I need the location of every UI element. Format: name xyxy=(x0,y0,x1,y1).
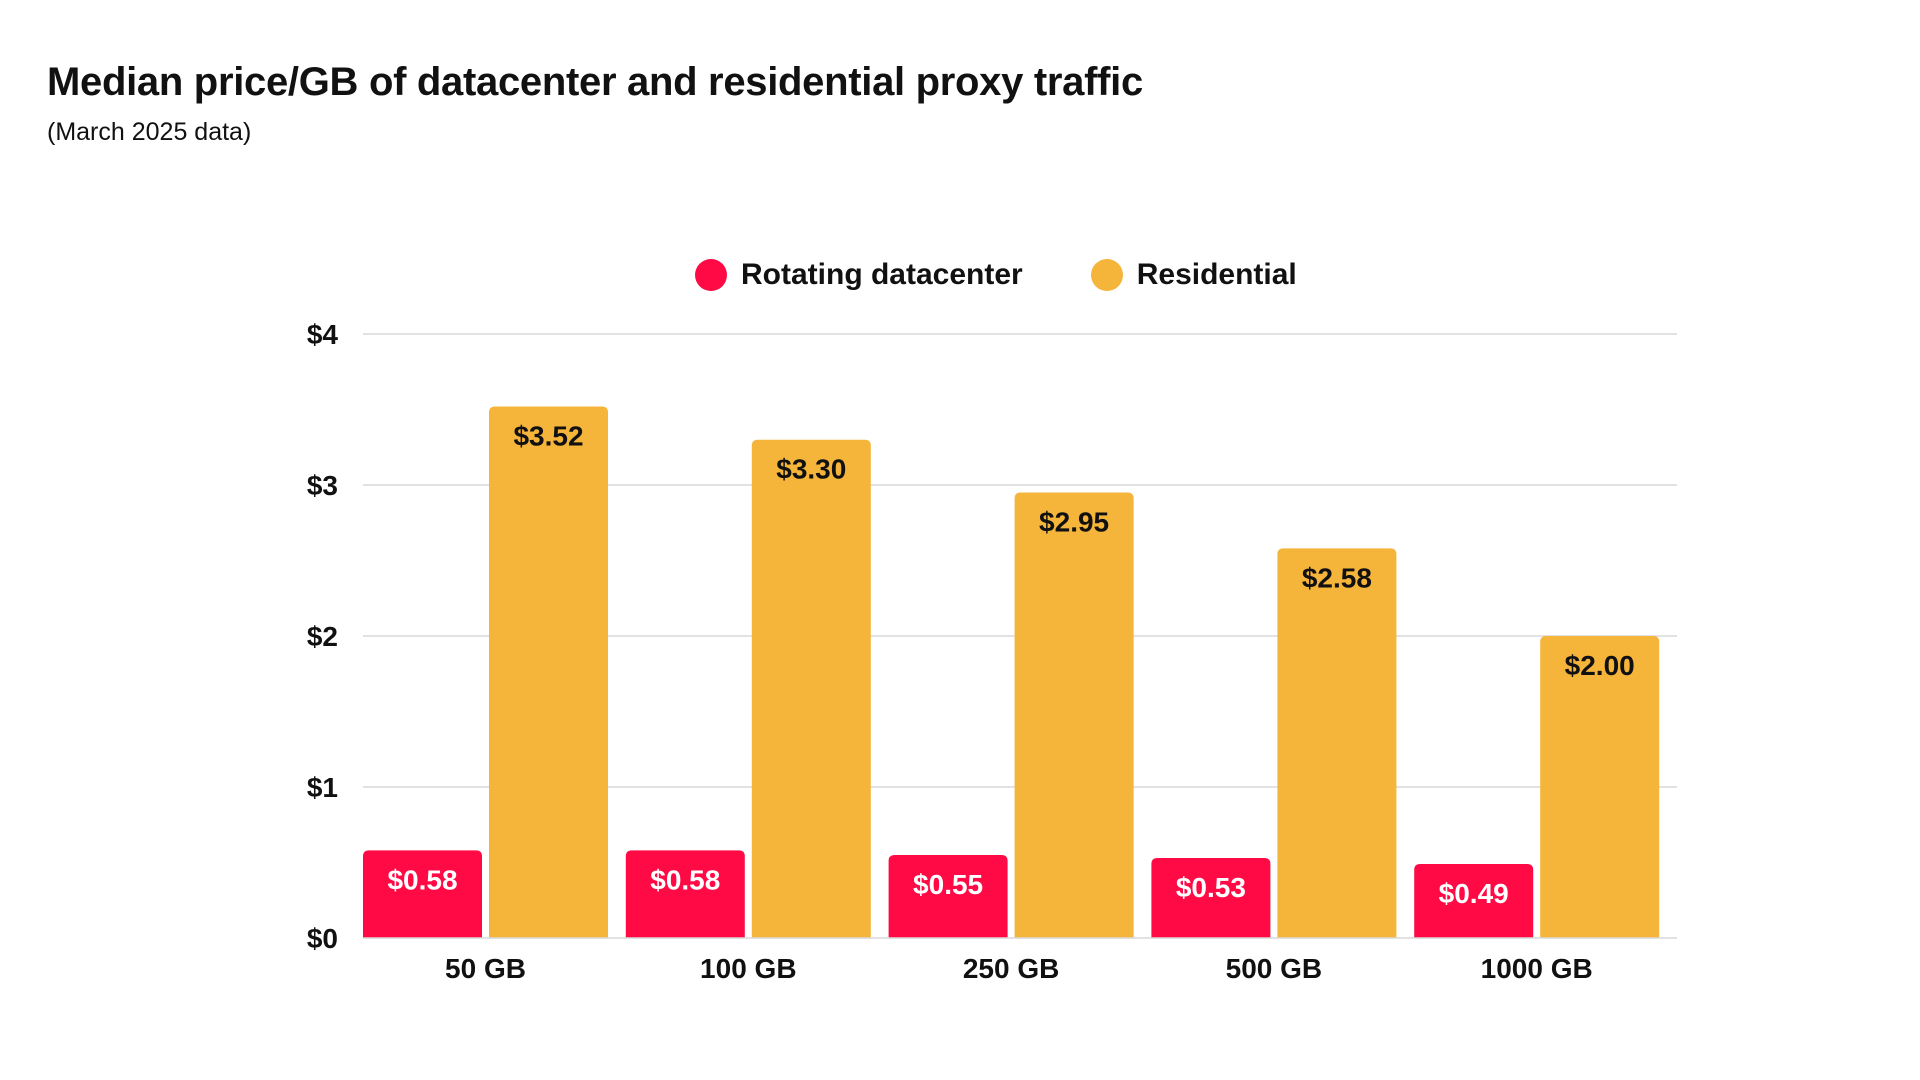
legend-item-rotating-datacenter: Rotating datacenter xyxy=(695,258,1023,292)
x-tick-label-1000-gb: 1000 GB xyxy=(1481,953,1593,984)
bar-label-residential-100-gb: $3.30 xyxy=(776,454,846,485)
x-tick-label-100-gb: 100 GB xyxy=(700,953,797,984)
bar-label-residential-500-gb: $2.58 xyxy=(1302,562,1372,593)
legend-swatch-residential xyxy=(1090,259,1123,291)
bar-label-rotating-datacenter-100-gb: $0.58 xyxy=(650,864,720,895)
bar-residential-1000-gb xyxy=(1540,636,1660,938)
bar-rotating-datacenter-100-gb xyxy=(625,850,745,938)
legend: Rotating datacenter Residential xyxy=(695,253,1297,297)
legend-label-rotating-datacenter: Rotating datacenter xyxy=(741,258,1023,291)
bar-label-residential-250-gb: $2.95 xyxy=(1039,507,1109,538)
bars: $0.58 $3.52 $0.58 $3.30 $0.55 $2.95 $0.53 $2.58… xyxy=(363,406,1677,939)
bar-label-rotating-datacenter-250-gb: $0.55 xyxy=(913,869,983,900)
chart-subtitle: (March 2025 data) xyxy=(47,118,252,146)
legend-item-residential: Residential xyxy=(1090,258,1297,292)
bar-label-rotating-datacenter-50-gb: $0.58 xyxy=(387,864,457,895)
bar-rotating-datacenter-50-gb xyxy=(363,850,482,938)
bar-residential-100-gb xyxy=(751,439,871,938)
bar-label-rotating-datacenter-1000-gb: $0.49 xyxy=(1439,878,1509,909)
x-axis-ticks: 50 GB 100 GB 250 GB 500 GB 1000 GB xyxy=(445,953,1593,984)
y-axis-ticks: $0 $1 $2 $3 $4 xyxy=(307,319,339,954)
bar-rotating-datacenter-250-gb xyxy=(888,854,1008,938)
x-tick-label-500-gb: 500 GB xyxy=(1226,953,1323,984)
y-tick-label-4: $4 xyxy=(307,319,339,350)
bar-label-rotating-datacenter-500-gb: $0.53 xyxy=(1176,872,1246,903)
bar-residential-250-gb xyxy=(1014,492,1134,938)
legend-swatch-rotating-datacenter xyxy=(695,259,727,291)
chart-title: Median price/GB of datacenter and reside… xyxy=(47,60,1143,104)
bar-rotating-datacenter-500-gb xyxy=(1151,857,1271,938)
x-tick-label-50-gb: 50 GB xyxy=(445,953,526,984)
y-tick-label-2: $2 xyxy=(307,621,338,652)
legend-label-residential: Residential xyxy=(1136,258,1297,291)
bar-residential-50-gb xyxy=(489,406,608,939)
y-tick-label-3: $3 xyxy=(307,470,338,501)
bar-rotating-datacenter-1000-gb xyxy=(1414,864,1534,938)
x-tick-label-250-gb: 250 GB xyxy=(963,953,1060,984)
bar-label-residential-50-gb: $3.52 xyxy=(513,420,583,451)
y-tick-label-1: $1 xyxy=(307,772,338,803)
bar-residential-500-gb xyxy=(1277,548,1397,938)
y-tick-label-0: $0 xyxy=(307,923,338,954)
bar-label-residential-1000-gb: $2.00 xyxy=(1565,650,1635,681)
